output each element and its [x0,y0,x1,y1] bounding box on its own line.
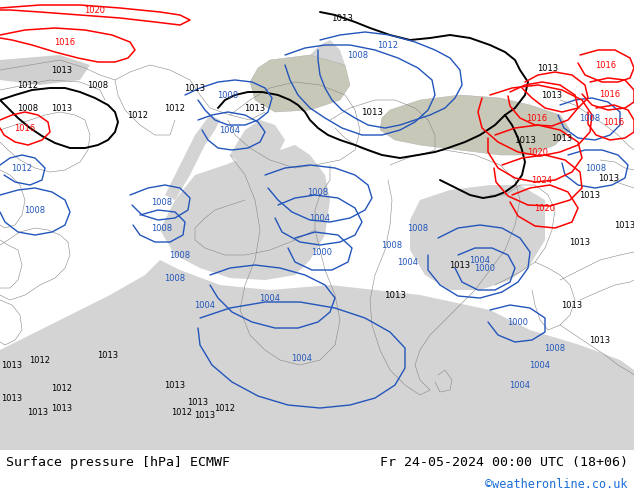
Text: 1008: 1008 [169,250,191,260]
Polygon shape [308,40,345,90]
Text: 1020: 1020 [534,203,555,213]
Text: 1000: 1000 [507,318,529,326]
Text: 1013: 1013 [1,361,23,369]
Text: 1012: 1012 [18,80,39,90]
Text: 1008: 1008 [164,273,186,283]
Text: ©weatheronline.co.uk: ©weatheronline.co.uk [485,477,628,490]
Text: 1012: 1012 [164,103,186,113]
Text: 1013: 1013 [245,103,266,113]
Text: 1008: 1008 [25,205,46,215]
Text: Fr 24-05-2024 00:00 UTC (18+06): Fr 24-05-2024 00:00 UTC (18+06) [380,456,628,469]
Text: 1013: 1013 [51,103,72,113]
Polygon shape [250,55,350,112]
Text: 1012: 1012 [127,111,148,120]
Text: 1008: 1008 [585,164,607,172]
Text: 1012: 1012 [51,384,72,392]
Polygon shape [410,185,545,290]
Text: 1008: 1008 [217,91,238,99]
Text: 1013: 1013 [541,91,562,99]
Text: 1008: 1008 [382,241,403,249]
Text: 1012: 1012 [214,403,235,413]
Text: 1013: 1013 [569,238,590,246]
Text: 1016: 1016 [15,123,36,132]
Text: 1020: 1020 [84,5,105,15]
Text: 1016: 1016 [55,38,75,47]
Text: 1004: 1004 [470,255,491,265]
Text: 1004: 1004 [309,214,330,222]
Text: 1004: 1004 [292,353,313,363]
Text: 1012: 1012 [377,41,399,49]
Text: 1013: 1013 [562,300,583,310]
Text: 1013: 1013 [614,220,634,229]
Text: 1013: 1013 [1,393,23,402]
Text: 1004: 1004 [219,125,240,134]
Text: 1016: 1016 [599,90,621,98]
Text: 1013: 1013 [331,14,353,23]
Text: 1024: 1024 [531,175,552,185]
Text: 1013: 1013 [552,133,573,143]
Polygon shape [160,145,330,280]
Text: 1008: 1008 [307,188,328,196]
Text: 1000: 1000 [474,264,496,272]
Text: 1016: 1016 [604,118,624,126]
Text: 1013: 1013 [164,381,186,390]
Polygon shape [230,120,285,165]
Text: 1013: 1013 [538,64,559,73]
Text: 1016: 1016 [526,114,548,122]
Text: 1000: 1000 [311,247,332,256]
Text: 1008: 1008 [18,103,39,113]
Text: 1013: 1013 [27,408,49,416]
Text: 1004: 1004 [195,300,216,310]
Text: 1012: 1012 [172,408,193,416]
Text: 1004: 1004 [529,361,550,369]
Text: 1016: 1016 [595,60,616,70]
Text: 1008: 1008 [87,80,108,90]
Text: 1004: 1004 [259,294,280,302]
Text: 1012: 1012 [11,164,32,172]
Text: 1008: 1008 [545,343,566,352]
Text: 1013: 1013 [184,83,205,93]
Text: 1013: 1013 [195,411,216,419]
Text: 1013: 1013 [98,350,119,360]
Text: 1008: 1008 [152,223,172,233]
Text: 1012: 1012 [30,356,51,365]
Text: Surface pressure [hPa] ECMWF: Surface pressure [hPa] ECMWF [6,456,230,469]
Text: 1013: 1013 [188,397,209,407]
Text: 1013: 1013 [51,66,72,74]
Text: 1013: 1013 [450,261,470,270]
Polygon shape [0,55,90,85]
Text: 1013: 1013 [514,136,536,145]
Text: 1013: 1013 [361,107,383,117]
Text: 1013: 1013 [598,173,619,182]
Text: 1004: 1004 [510,381,531,390]
Text: 1020: 1020 [527,147,548,156]
Text: 1013: 1013 [51,403,72,413]
Polygon shape [380,95,570,155]
Text: 1013: 1013 [579,191,600,199]
Text: 1013: 1013 [590,336,611,344]
Text: 1008: 1008 [347,50,368,59]
Polygon shape [165,115,220,200]
Text: 1013: 1013 [384,291,406,299]
Text: 1008: 1008 [152,197,172,206]
Text: 1008: 1008 [579,114,600,122]
Polygon shape [0,260,634,450]
Text: 1004: 1004 [398,258,418,267]
Text: 1008: 1008 [408,223,429,233]
